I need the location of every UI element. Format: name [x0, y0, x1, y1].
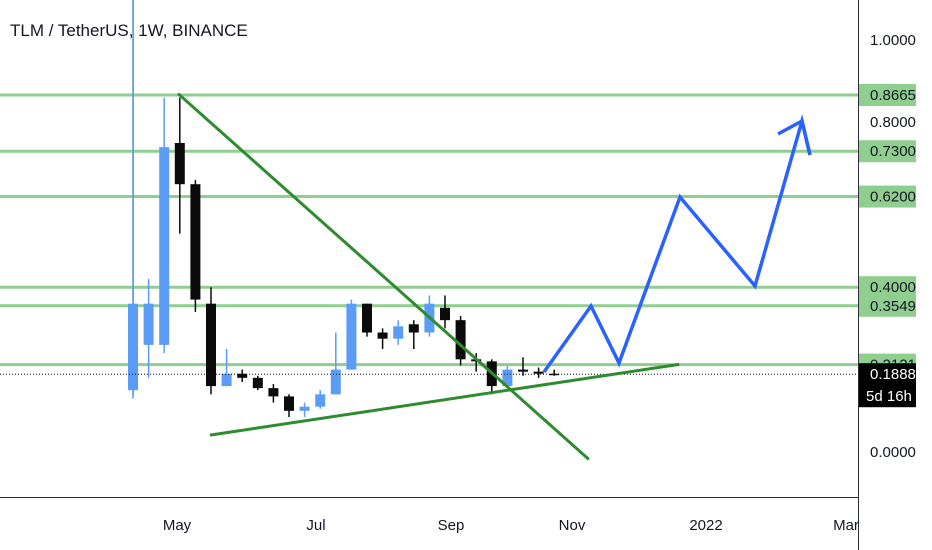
candle-body — [128, 303, 138, 391]
level-price-label: 0.7300 — [870, 143, 916, 160]
candle[interactable] — [206, 287, 216, 395]
time-tick-label: Sep — [438, 517, 465, 534]
candle-body — [237, 373, 248, 378]
level-price-label: 0.6200 — [870, 189, 916, 206]
countdown-label: 5d 16h — [866, 388, 912, 405]
candle-body — [440, 307, 450, 321]
level-price-label: 0.3549 — [870, 298, 916, 315]
projection-arrowhead — [777, 118, 812, 156]
candle[interactable] — [221, 349, 232, 387]
level-price-badge — [859, 140, 916, 163]
candle-body — [206, 303, 216, 387]
level-price-label: 0.4000 — [870, 279, 916, 296]
candle[interactable] — [377, 328, 388, 349]
candle[interactable] — [299, 402, 310, 417]
candle-body — [221, 373, 232, 387]
time-tick-label: Mar — [833, 517, 859, 534]
candle[interactable] — [128, 0, 138, 399]
candle-body — [533, 371, 544, 374]
candle-body — [502, 369, 513, 387]
candle[interactable] — [143, 278, 154, 378]
candle[interactable] — [408, 320, 419, 349]
candle-body — [284, 396, 294, 411]
candle-body — [518, 369, 528, 372]
level-price-badge — [859, 84, 916, 107]
candle-body — [346, 303, 357, 370]
level-price-badge — [859, 185, 916, 208]
candle-body — [377, 332, 388, 339]
candle-body — [252, 377, 263, 389]
candle[interactable] — [190, 180, 201, 312]
level-price-badge — [859, 294, 916, 317]
price-tick-label: 0.8000 — [870, 114, 916, 131]
candle[interactable] — [237, 369, 248, 382]
candle[interactable] — [330, 332, 341, 395]
candle-body — [190, 184, 201, 300]
time-tick-label: Jul — [306, 517, 325, 534]
level-price-label: 0.8665 — [870, 87, 916, 104]
candle-body — [549, 373, 560, 376]
candle[interactable] — [440, 295, 450, 329]
candle[interactable] — [268, 384, 279, 403]
time-tick-label: Nov — [559, 517, 586, 534]
candle-body — [174, 143, 185, 185]
candle[interactable] — [315, 390, 326, 409]
candle[interactable] — [393, 320, 404, 345]
candle[interactable] — [284, 394, 294, 417]
candle[interactable] — [502, 365, 513, 387]
price-tick-label: 0.0000 — [870, 444, 916, 461]
level-price-badge — [859, 276, 916, 299]
candle-body — [362, 303, 372, 333]
time-tick-label: May — [163, 517, 192, 534]
candle-body — [268, 388, 279, 397]
candle[interactable] — [346, 299, 357, 370]
candle[interactable] — [252, 375, 263, 391]
projection-path[interactable] — [542, 114, 812, 374]
candle-body — [159, 147, 170, 345]
candle-body — [455, 320, 466, 360]
current-price-label: 0.1888 — [870, 366, 916, 383]
candle[interactable] — [549, 369, 560, 376]
chart-title: TLM / TetherUS, 1W, BINANCE — [10, 21, 248, 40]
candle-body — [143, 303, 154, 345]
candle[interactable] — [159, 97, 170, 354]
candle-body — [315, 394, 326, 407]
candle-body — [393, 326, 404, 339]
current-price-badge — [859, 363, 916, 408]
candle[interactable] — [518, 357, 528, 376]
candle[interactable] — [174, 97, 185, 234]
candle[interactable] — [455, 316, 466, 366]
candle[interactable] — [533, 367, 544, 378]
time-tick-label: 2022 — [689, 517, 722, 534]
candle-body — [299, 406, 310, 411]
ascending-trendline[interactable] — [209, 362, 680, 437]
descending-trendline[interactable] — [177, 92, 590, 461]
candle-body — [330, 369, 341, 395]
candle[interactable] — [362, 303, 372, 337]
price-tick-label: 1.0000 — [870, 32, 916, 49]
candle-body — [408, 324, 419, 333]
